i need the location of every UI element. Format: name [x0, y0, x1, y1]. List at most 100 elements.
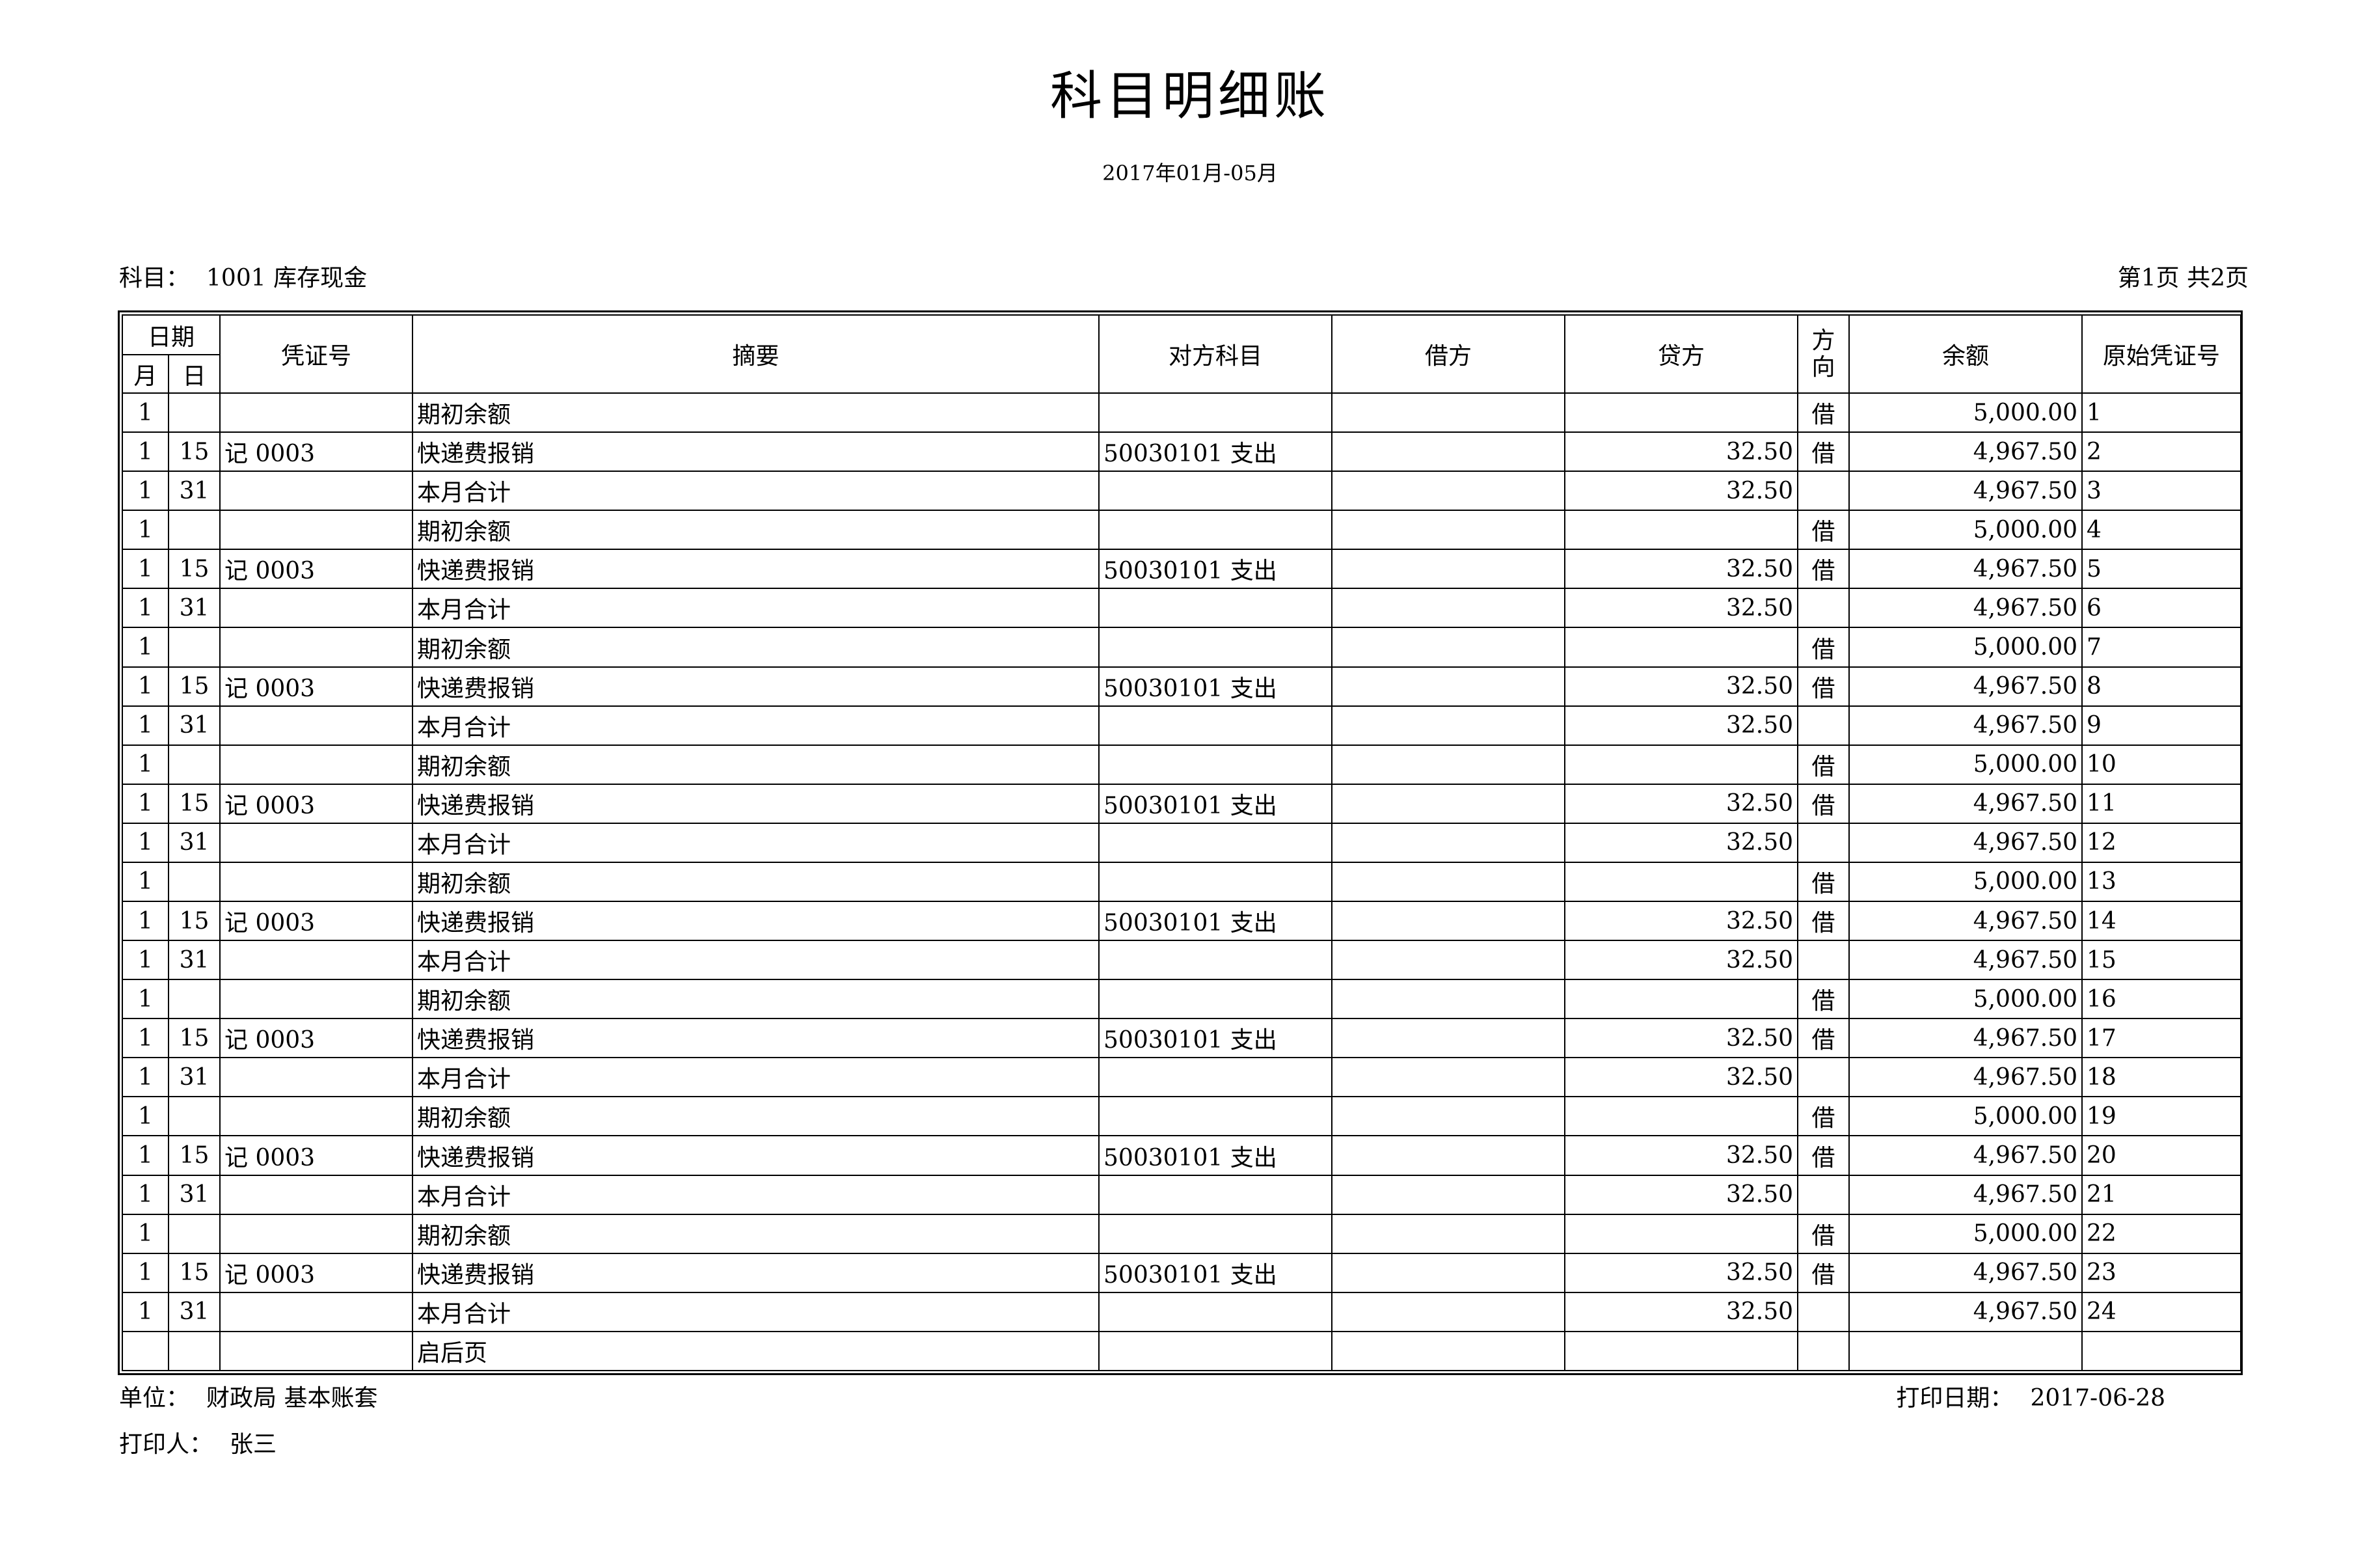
cell-original-voucher: 12 [2081, 822, 2242, 863]
cell-original-voucher: 18 [2081, 1057, 2242, 1098]
cell-debit [1331, 822, 1566, 863]
cell-summary: 快递费报销 [412, 549, 1100, 590]
cell-direction: 借 [1797, 549, 1850, 590]
table-row: 1 15 记 0003 快递费报销 50030101 支出 32.50 借 4,967.50 2 [122, 431, 2242, 472]
cell-counter-account [1098, 1213, 1333, 1254]
cell-voucher [219, 1096, 414, 1137]
cell-counter-account [1098, 471, 1333, 512]
cell-counter-account [1098, 744, 1333, 785]
cell-direction: 借 [1797, 979, 1850, 1020]
cell-voucher [219, 510, 414, 551]
printer-value: 张三 [230, 1431, 277, 1458]
cell-credit: 32.50 [1564, 1135, 1799, 1176]
table-row: 1 31 本月合计 32.50 4,967.50 12 [122, 822, 2242, 863]
cell-credit: 32.50 [1564, 705, 1799, 746]
cell-original-voucher: 17 [2081, 1018, 2242, 1059]
page-info: 第1页 共2页 [2117, 265, 2249, 292]
cell-month: 1 [122, 1213, 169, 1254]
cell-day: 15 [167, 549, 221, 590]
table-row: 1 期初余额 借 5,000.00 22 [122, 1213, 2242, 1254]
cell-voucher: 记 0003 [219, 666, 414, 707]
cell-counter-account [1098, 1174, 1333, 1215]
cell-summary: 本月合计 [412, 1057, 1100, 1098]
col-direction: 方向 [1797, 314, 1850, 394]
cell-balance [1848, 1330, 2083, 1372]
cell-balance: 4,967.50 [1848, 1057, 2083, 1098]
cell-original-voucher: 9 [2081, 705, 2242, 746]
cell-direction: 借 [1797, 1096, 1850, 1137]
table-row: 1 15 记 0003 快递费报销 50030101 支出 32.50 借 4,967.50 1… [122, 1018, 2242, 1059]
cell-balance: 5,000.00 [1848, 627, 2083, 668]
cell-month: 1 [122, 979, 169, 1020]
cell-credit: 32.50 [1564, 1057, 1799, 1098]
cell-summary: 快递费报销 [412, 1252, 1100, 1293]
cell-debit [1331, 783, 1566, 824]
cell-day [167, 861, 221, 903]
cell-voucher: 记 0003 [219, 431, 414, 472]
table-row: 1 31 本月合计 32.50 4,967.50 15 [122, 940, 2242, 981]
cell-voucher: 记 0003 [219, 783, 414, 824]
cell-credit: 32.50 [1564, 1018, 1799, 1059]
cell-debit [1331, 1096, 1566, 1137]
cell-summary: 本月合计 [412, 1174, 1100, 1215]
subject-value: 1001 库存现金 [206, 265, 368, 292]
cell-original-voucher: 24 [2081, 1291, 2242, 1332]
cell-counter-account [1098, 627, 1333, 668]
col-credit: 贷方 [1564, 314, 1799, 394]
cell-credit [1564, 979, 1799, 1020]
cell-voucher [219, 588, 414, 629]
cell-month: 1 [122, 1291, 169, 1332]
cell-summary: 本月合计 [412, 822, 1100, 863]
cell-original-voucher: 20 [2081, 1135, 2242, 1176]
cell-original-voucher: 10 [2081, 744, 2242, 785]
cell-month: 1 [122, 783, 169, 824]
cell-counter-account [1098, 588, 1333, 629]
cell-balance: 4,967.50 [1848, 901, 2083, 942]
cell-original-voucher: 19 [2081, 1096, 2242, 1137]
cell-direction: 借 [1797, 901, 1850, 942]
table-row: 1 期初余额 借 5,000.00 16 [122, 979, 2242, 1020]
cell-day: 31 [167, 471, 221, 512]
cell-balance: 4,967.50 [1848, 1018, 2083, 1059]
cell-credit: 32.50 [1564, 783, 1799, 824]
cell-balance: 4,967.50 [1848, 1252, 2083, 1293]
cell-day: 31 [167, 588, 221, 629]
cell-month [122, 1330, 169, 1372]
cell-credit [1564, 510, 1799, 551]
cell-direction: 借 [1797, 510, 1850, 551]
cell-direction: 借 [1797, 392, 1850, 433]
cell-original-voucher: 7 [2081, 627, 2242, 668]
ledger-body: 1 期初余额借 5,000.00 1 1 15 记 0003 快递费报销 50030101 支出… [122, 392, 2242, 1372]
cell-summary: 期初余额 [412, 627, 1100, 668]
cell-voucher [219, 627, 414, 668]
cell-day: 15 [167, 1252, 221, 1293]
cell-credit: 32.50 [1564, 822, 1799, 863]
table-row: 1 期初余额 借 5,000.00 19 [122, 1096, 2242, 1137]
cell-debit [1331, 471, 1566, 512]
cell-summary: 快递费报销 [412, 783, 1100, 824]
cell-counter-account: 50030101 支出 [1098, 549, 1333, 590]
cell-balance: 4,967.50 [1848, 783, 2083, 824]
cell-balance: 4,967.50 [1848, 822, 2083, 863]
cell-summary: 本月合计 [412, 705, 1100, 746]
cell-debit [1331, 588, 1566, 629]
cell-counter-account [1098, 705, 1333, 746]
subject-info: 科目： 1001 库存现金 [119, 267, 367, 290]
cell-credit: 32.50 [1564, 1291, 1799, 1332]
cell-original-voucher: 14 [2081, 901, 2242, 942]
cell-voucher: 记 0003 [219, 549, 414, 590]
cell-credit [1564, 627, 1799, 668]
cell-credit [1564, 392, 1799, 433]
cell-credit [1564, 1330, 1799, 1372]
cell-balance: 5,000.00 [1848, 744, 2083, 785]
cell-debit [1331, 979, 1566, 1020]
cell-original-voucher: 16 [2081, 979, 2242, 1020]
cell-counter-account [1098, 1291, 1333, 1332]
cell-debit [1331, 1330, 1566, 1372]
col-original-voucher: 原始凭证号 [2081, 314, 2242, 394]
cell-credit: 32.50 [1564, 901, 1799, 942]
cell-month: 1 [122, 510, 169, 551]
cell-debit [1331, 666, 1566, 707]
cell-month: 1 [122, 1018, 169, 1059]
cell-day: 15 [167, 783, 221, 824]
